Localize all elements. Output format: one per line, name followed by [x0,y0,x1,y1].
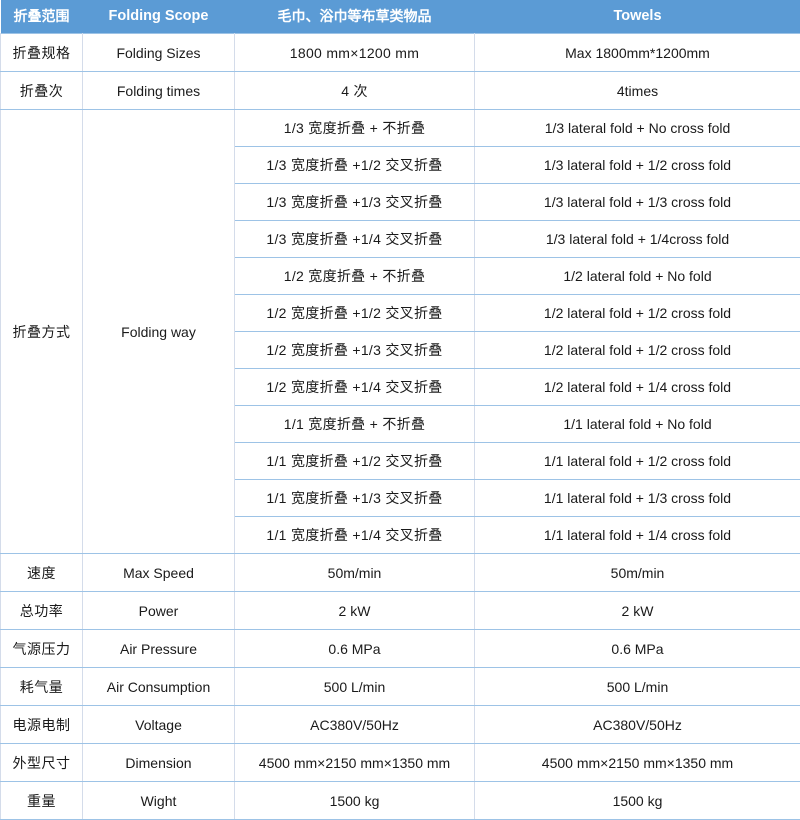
spec-value-en: AC380V/50Hz [475,706,800,744]
header-cell-towels-en: Towels [475,0,800,34]
folding-way-value-cn: 1/2 宽度折叠 +1/2 交叉折叠 [235,295,475,332]
folding-way-value-en: 1/1 lateral fold + 1/3 cross fold [475,480,800,517]
folding-way-label-cn: 折叠方式 [1,110,83,554]
spec-value-cn: 2 kW [235,592,475,630]
table-header-row: 折叠范围 Folding Scope 毛巾、浴巾等布草类物品 Towels [1,0,800,34]
header-cell-towels-cn: 毛巾、浴巾等布草类物品 [235,0,475,34]
spec-value-en: 0.6 MPa [475,630,800,668]
folding-way-value-en: 1/3 lateral fold + 1/3 cross fold [475,184,800,221]
spec-value-cn: 50m/min [235,554,475,592]
header-cell-folding-scope-cn: 折叠范围 [1,0,83,34]
spec-value-cn: 0.6 MPa [235,630,475,668]
spec-label-en: Wight [83,782,235,820]
spec-label-cn: 重量 [1,782,83,820]
spec-value-cn: 1500 kg [235,782,475,820]
row-value-en: 4times [475,72,800,110]
spec-value-en: 1500 kg [475,782,800,820]
folding-way-value-en: 1/1 lateral fold + 1/4 cross fold [475,517,800,554]
spec-value-en: 2 kW [475,592,800,630]
folding-way-value-cn: 1/2 宽度折叠 + 不折叠 [235,258,475,295]
folding-way-value-en: 1/3 lateral fold + No cross fold [475,110,800,147]
spec-value-en: 4500 mm×2150 mm×1350 mm [475,744,800,782]
folding-way-value-cn: 1/3 宽度折叠 +1/2 交叉折叠 [235,147,475,184]
row-label-en: Folding times [83,72,235,110]
folding-way-label-en: Folding way [83,110,235,554]
row-value-cn: 1800 mm×1200 mm [235,34,475,72]
row-value-en: Max 1800mm*1200mm [475,34,800,72]
spec-value-en: 500 L/min [475,668,800,706]
folding-way-value-en: 1/2 lateral fold + 1/2 cross fold [475,295,800,332]
spec-value-cn: AC380V/50Hz [235,706,475,744]
spec-label-en: Power [83,592,235,630]
folding-way-value-cn: 1/2 宽度折叠 +1/4 交叉折叠 [235,369,475,406]
header-cell-folding-scope-en: Folding Scope [83,0,235,34]
folding-way-value-cn: 1/1 宽度折叠 +1/3 交叉折叠 [235,480,475,517]
spec-value-en: 50m/min [475,554,800,592]
spec-label-cn: 气源压力 [1,630,83,668]
spec-value-cn: 500 L/min [235,668,475,706]
folding-way-value-en: 1/1 lateral fold + 1/2 cross fold [475,443,800,480]
row-label-en: Folding Sizes [83,34,235,72]
spec-label-en: Max Speed [83,554,235,592]
spec-label-cn: 总功率 [1,592,83,630]
row-value-cn: 4 次 [235,72,475,110]
folding-way-value-en: 1/3 lateral fold + 1/2 cross fold [475,147,800,184]
folding-way-value-cn: 1/2 宽度折叠 +1/3 交叉折叠 [235,332,475,369]
spec-label-cn: 速度 [1,554,83,592]
folding-way-value-en: 1/2 lateral fold + No fold [475,258,800,295]
folding-way-value-en: 1/1 lateral fold + No fold [475,406,800,443]
spec-label-en: Air Pressure [83,630,235,668]
spec-value-cn: 4500 mm×2150 mm×1350 mm [235,744,475,782]
folding-way-value-cn: 1/3 宽度折叠 + 不折叠 [235,110,475,147]
spec-label-en: Air Consumption [83,668,235,706]
folding-way-value-cn: 1/3 宽度折叠 +1/4 交叉折叠 [235,221,475,258]
spec-label-cn: 外型尺寸 [1,744,83,782]
spec-label-en: Voltage [83,706,235,744]
row-label-cn: 折叠规格 [1,34,83,72]
folding-way-value-cn: 1/1 宽度折叠 + 不折叠 [235,406,475,443]
row-label-cn: 折叠次 [1,72,83,110]
folding-way-value-cn: 1/1 宽度折叠 +1/4 交叉折叠 [235,517,475,554]
folding-way-value-en: 1/2 lateral fold + 1/4 cross fold [475,369,800,406]
spec-label-cn: 耗气量 [1,668,83,706]
folding-way-value-en: 1/2 lateral fold + 1/2 cross fold [475,332,800,369]
folding-way-value-cn: 1/3 宽度折叠 +1/3 交叉折叠 [235,184,475,221]
spec-label-cn: 电源电制 [1,706,83,744]
folding-way-value-en: 1/3 lateral fold + 1/4cross fold [475,221,800,258]
folding-way-value-cn: 1/1 宽度折叠 +1/2 交叉折叠 [235,443,475,480]
spec-label-en: Dimension [83,744,235,782]
